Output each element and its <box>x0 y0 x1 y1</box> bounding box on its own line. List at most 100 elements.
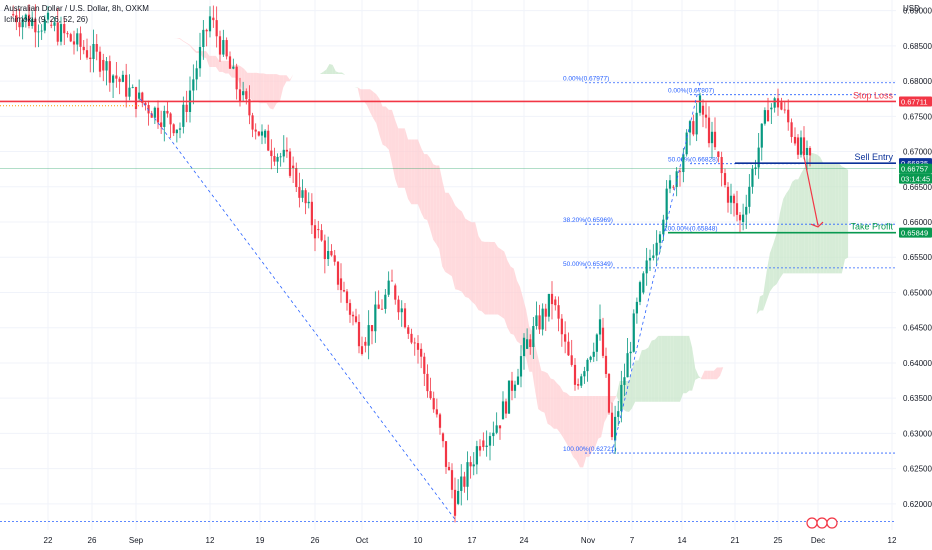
cloud-segment-bearish <box>183 40 187 44</box>
cloud-segment-bearish <box>535 345 539 410</box>
candle-up <box>495 425 498 433</box>
candle-down <box>63 24 66 34</box>
candle-down <box>225 40 228 57</box>
candle-down <box>212 17 215 21</box>
cloud-segment-bearish <box>209 55 213 67</box>
cloud-segment-bullish <box>323 69 327 75</box>
candle-down <box>336 261 340 285</box>
cloud-segment-bearish <box>601 396 605 438</box>
candle-up <box>620 384 623 412</box>
candle-down <box>601 327 605 356</box>
cloud-segment-bullish <box>844 167 849 260</box>
candle-up <box>754 167 757 169</box>
candle-down <box>134 87 138 110</box>
cloud-segment-bullish <box>654 335 659 402</box>
cloud-segment-bullish <box>736 342 740 350</box>
price-axis-background <box>896 0 932 550</box>
candle-down <box>295 168 298 188</box>
cloud-segment-bearish <box>707 370 711 380</box>
candle-up <box>748 186 751 207</box>
candle-down <box>560 318 563 335</box>
cloud-segment-bearish <box>398 128 402 188</box>
time-tick-label: 24 <box>520 536 529 545</box>
cloud-segment-bearish <box>497 247 502 317</box>
cloud-segment-bearish <box>516 280 521 344</box>
candle-down <box>351 314 355 317</box>
candle-up <box>685 132 688 155</box>
cloud-segment-bearish <box>501 249 505 319</box>
cloud-segment-bullish <box>616 380 620 403</box>
candle-down <box>678 171 682 173</box>
candle-down <box>416 343 420 350</box>
candle-down <box>410 333 413 343</box>
level-label: Sell Entry <box>854 152 893 162</box>
candle-down <box>98 51 102 72</box>
price-tick-label: 0.64500 <box>903 324 932 333</box>
cloud-segment-bearish <box>504 251 508 328</box>
candle-up <box>31 18 34 26</box>
candle-up <box>648 257 652 261</box>
price-tag-text: 03:14:45 <box>901 174 930 183</box>
cloud-segment-bullish <box>661 335 665 402</box>
candle-down <box>115 75 118 79</box>
cloud-segment-bearish <box>451 198 456 290</box>
cloud-segment-bullish <box>664 335 668 402</box>
candle-up <box>374 304 377 332</box>
candle-up <box>799 137 803 155</box>
candle-up <box>617 411 620 417</box>
candle-down <box>79 33 82 47</box>
candle-down <box>27 14 31 26</box>
candle-up <box>710 131 714 144</box>
cloud-segment-bearish <box>720 367 724 376</box>
candle-up <box>138 92 141 99</box>
candle-down <box>251 115 254 130</box>
cloud-segment-bearish <box>713 367 717 380</box>
cloud-segment-bearish <box>576 396 580 468</box>
candle-up <box>242 91 245 96</box>
candle-down <box>783 109 786 111</box>
cloud-segment-bullish <box>680 335 684 402</box>
cloud-segment-bearish <box>566 392 570 451</box>
candle-down <box>333 255 336 262</box>
candle-down <box>504 401 508 414</box>
price-tick-label: 0.66000 <box>903 218 932 227</box>
candle-down <box>787 109 790 123</box>
symbol-title: Australian Dollar / U.S. Dollar, 8h, OXK… <box>4 4 149 13</box>
candle-up <box>457 490 460 504</box>
candle-down <box>313 225 317 239</box>
cloud-segment-bullish <box>726 350 730 363</box>
cloud-segment-bearish <box>445 192 449 274</box>
cloud-segment-bearish <box>488 241 492 315</box>
candle-up <box>770 107 773 110</box>
cloud-segment-bullish <box>801 166 805 274</box>
cloud-segment-bullish <box>746 317 750 335</box>
cloud-segment-bullish <box>783 193 787 274</box>
candle-up <box>586 359 589 372</box>
cloud-segment-bullish <box>832 163 836 274</box>
price-tag-text: 0.67711 <box>901 97 928 106</box>
candle-up <box>635 301 638 314</box>
trade-levels: Stop Loss Sell Entry Take Profit <box>0 90 896 234</box>
candle-down <box>156 107 160 123</box>
cloud-segment-bearish <box>283 75 287 88</box>
candle-up <box>460 476 463 491</box>
time-tick-label: 10 <box>414 536 423 545</box>
time-tick-label: 26 <box>88 536 97 545</box>
cloud-segment-bearish <box>529 326 533 372</box>
time-tick-label: 21 <box>731 536 740 545</box>
cloud-segment-bearish <box>595 396 599 448</box>
candle-down <box>228 56 232 69</box>
candle-up <box>264 130 267 138</box>
candle-down <box>118 78 121 82</box>
cloud-segment-bullish <box>632 360 636 409</box>
cloud-segment-bearish <box>448 192 452 277</box>
candle-up <box>232 66 235 69</box>
cloud-segment-bullish <box>779 198 784 279</box>
cloud-segment-bullish <box>153 25 158 30</box>
cloud-segment-bullish <box>667 335 671 402</box>
candle-down <box>125 74 128 97</box>
candle-down <box>498 425 502 429</box>
cloud-segment-bearish <box>550 378 554 429</box>
candle-down <box>50 24 53 26</box>
